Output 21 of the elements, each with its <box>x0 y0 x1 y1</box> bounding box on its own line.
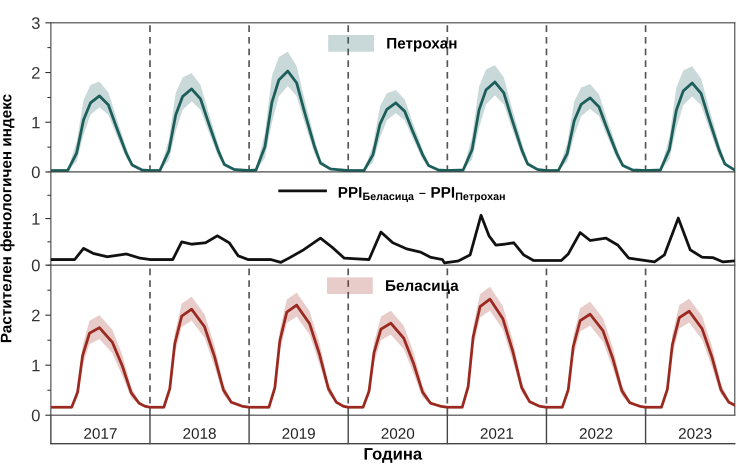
x-tick-label: 2023 <box>678 428 712 439</box>
x-tick-label: 2021 <box>480 428 514 439</box>
y-tick-label: 2 <box>32 66 40 79</box>
x-tick-label: 2019 <box>282 428 315 439</box>
x-tick-label: 2022 <box>580 428 612 439</box>
legend-label: PPI$_{Беласица}$ – PPI$_{Петрохан}$ <box>338 187 505 202</box>
y-axis-title: Растителен фенологичен индекс <box>0 94 14 342</box>
y-tick-label: 1 <box>32 213 40 225</box>
y-tick-label: 1 <box>32 360 40 372</box>
legend-label: Петрохан <box>387 38 456 52</box>
y-tick-label: 3 <box>32 17 40 30</box>
x-tick-label: 2020 <box>382 428 414 439</box>
x-axis-title: Година <box>364 448 422 463</box>
y-tick-label: 0 <box>32 410 40 422</box>
y-tick-label: 2 <box>32 310 40 322</box>
y-tick-label: 1 <box>32 116 40 128</box>
legend-label: Беласица <box>386 280 459 294</box>
x-tick-label: 2017 <box>84 428 117 439</box>
y-tick-label: 0 <box>32 166 40 178</box>
y-tick-label: 0 <box>32 260 40 272</box>
x-tick-label: 2018 <box>183 428 216 439</box>
